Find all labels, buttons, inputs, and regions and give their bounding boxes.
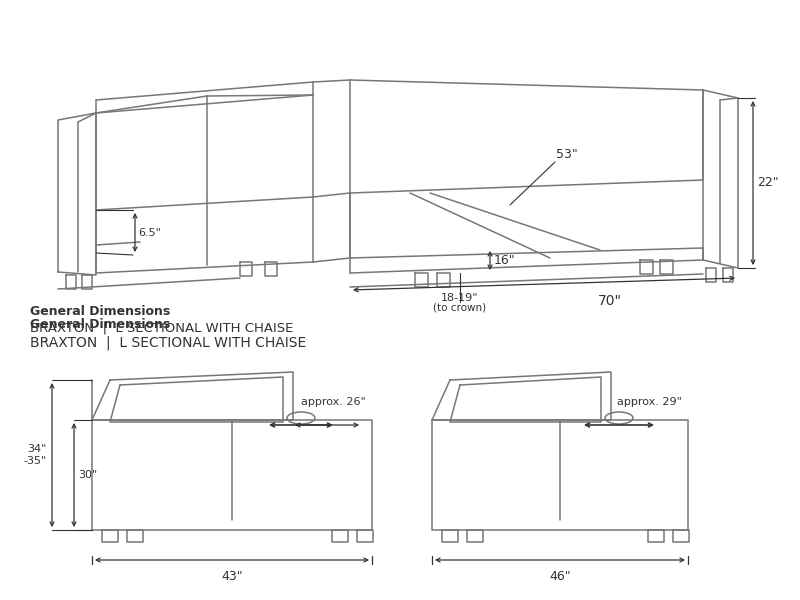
Text: 6.5": 6.5" [138,227,161,238]
Text: 70": 70" [598,294,622,308]
Text: General Dimensions: General Dimensions [30,318,170,331]
Text: 16": 16" [494,254,516,267]
Text: 22": 22" [757,176,778,190]
Text: approx. 29": approx. 29" [617,397,682,407]
Text: 18-19": 18-19" [442,293,478,303]
Text: 46": 46" [549,570,571,583]
Text: 53": 53" [556,148,578,161]
Text: 34"
-35": 34" -35" [24,444,47,466]
Text: 43": 43" [221,570,243,583]
Text: BRAXTON  |  L SECTIONAL WITH CHAISE: BRAXTON | L SECTIONAL WITH CHAISE [30,322,294,335]
Text: General Dimensions: General Dimensions [30,305,170,318]
Text: approx. 26": approx. 26" [302,397,366,407]
Text: BRAXTON  |  L SECTIONAL WITH CHAISE: BRAXTON | L SECTIONAL WITH CHAISE [30,335,306,349]
Text: 30": 30" [78,470,98,480]
Text: (to crown): (to crown) [434,303,486,313]
